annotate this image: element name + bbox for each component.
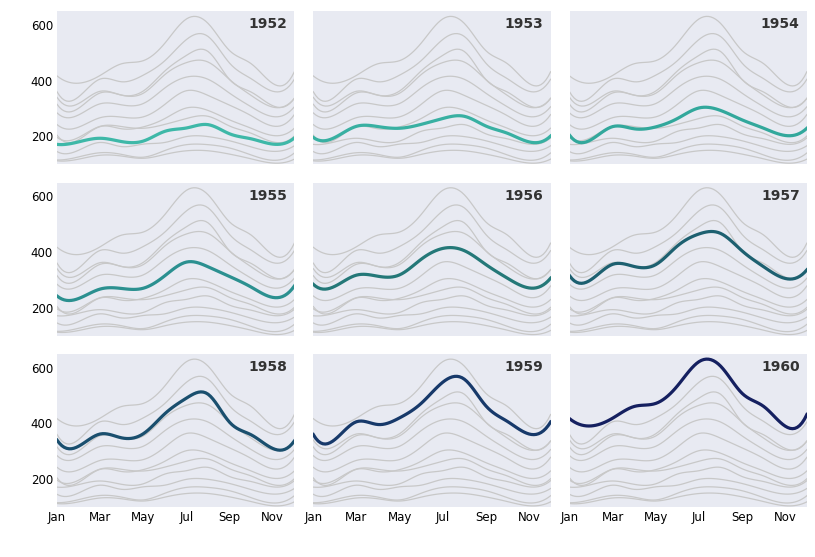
Text: 1955: 1955 xyxy=(249,189,287,203)
Text: 1956: 1956 xyxy=(504,189,544,203)
Text: 1957: 1957 xyxy=(761,189,800,203)
Text: 1954: 1954 xyxy=(761,17,800,31)
Text: 1958: 1958 xyxy=(249,360,287,374)
Text: 1952: 1952 xyxy=(249,17,287,31)
Text: 1953: 1953 xyxy=(504,17,544,31)
Text: 1959: 1959 xyxy=(504,360,544,374)
Text: 1960: 1960 xyxy=(761,360,800,374)
